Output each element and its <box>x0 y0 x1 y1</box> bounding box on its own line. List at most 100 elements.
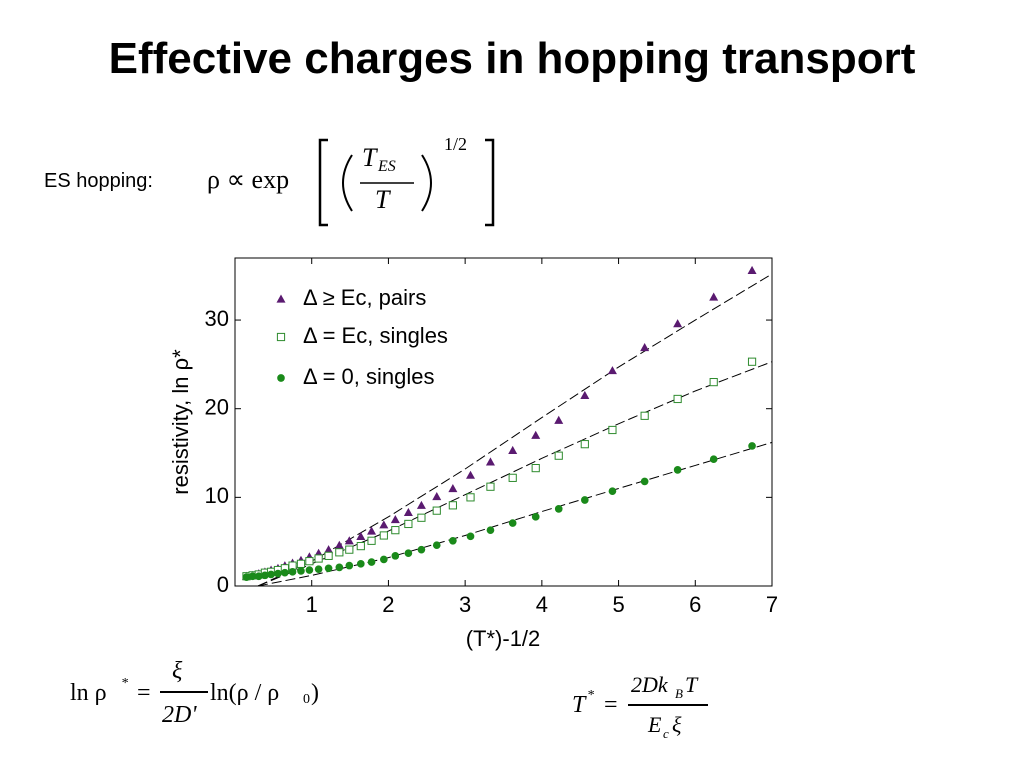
formula-text: ρ ∝ exp <box>207 165 290 194</box>
marker <box>531 430 541 439</box>
x-tick-label: 5 <box>612 592 624 617</box>
marker <box>554 415 564 424</box>
marker <box>747 265 757 275</box>
marker <box>356 560 365 568</box>
y-tick-label: 30 <box>205 306 229 331</box>
formula-sup: * <box>587 688 594 703</box>
plot-frame <box>234 257 773 587</box>
marker <box>391 552 400 560</box>
x-tick-label: 2 <box>382 592 394 617</box>
marker <box>466 532 475 541</box>
marker <box>485 457 495 466</box>
marker <box>335 563 344 572</box>
slide-title: Effective charges in hopping transport <box>108 34 916 83</box>
marker <box>580 496 589 504</box>
marker <box>324 551 333 560</box>
marker <box>314 554 323 563</box>
legend-label: Δ ≥ Ec, pairs <box>303 285 426 310</box>
formula-text: 2D' <box>162 702 197 728</box>
marker <box>608 487 617 495</box>
legend-marker <box>276 332 286 342</box>
formula-sub: B <box>675 686 683 701</box>
marker <box>248 572 257 581</box>
formula-sub: ES <box>378 158 396 175</box>
y-tick-label: 20 <box>205 395 229 420</box>
marker <box>334 540 344 549</box>
formula-text: ln ρ <box>70 680 107 706</box>
formula-brackets <box>318 138 495 227</box>
marker <box>673 466 682 474</box>
marker <box>432 491 442 501</box>
marker <box>380 555 388 564</box>
marker <box>531 513 540 521</box>
marker <box>297 567 305 575</box>
marker <box>640 411 649 420</box>
marker <box>466 493 475 502</box>
marker <box>417 513 426 522</box>
marker <box>404 519 413 529</box>
marker <box>274 569 282 578</box>
marker <box>432 506 441 515</box>
formula-text: T <box>572 692 586 718</box>
formula-text: T <box>362 143 377 172</box>
formula-sub: c <box>663 726 669 741</box>
formula-text: = <box>604 692 618 718</box>
marker <box>640 477 649 486</box>
marker <box>324 564 333 573</box>
marker <box>531 463 540 473</box>
fit-line <box>257 441 773 587</box>
marker <box>242 573 251 581</box>
marker <box>580 440 589 449</box>
marker <box>367 526 377 535</box>
marker <box>356 542 365 551</box>
marker <box>449 536 457 545</box>
marker <box>417 545 426 554</box>
marker <box>267 570 275 579</box>
formula-sup: 1/2 <box>444 134 468 154</box>
marker <box>391 526 400 535</box>
formula-sup: * <box>121 676 128 691</box>
formula-text: ln(ρ / ρ <box>210 680 280 706</box>
marker <box>296 559 306 568</box>
formula-text: 2Dk <box>631 672 668 697</box>
marker <box>673 319 683 328</box>
marker <box>416 500 426 509</box>
x-axis-label: (T*)-1/2 <box>466 626 541 651</box>
formula-text: ξ <box>672 712 682 737</box>
marker <box>508 445 518 454</box>
marker <box>709 292 719 301</box>
marker <box>448 501 457 510</box>
marker <box>607 366 617 375</box>
marker <box>673 394 682 404</box>
x-tick-label: 1 <box>306 592 318 617</box>
marker <box>709 378 718 387</box>
marker <box>390 515 400 524</box>
marker <box>261 571 269 580</box>
marker <box>748 442 756 450</box>
fit-line <box>257 273 773 587</box>
marker <box>314 565 323 573</box>
marker <box>486 482 495 491</box>
marker <box>379 520 389 529</box>
formula-text: E <box>648 712 662 737</box>
marker <box>335 548 344 557</box>
marker <box>486 526 495 534</box>
marker <box>254 572 263 581</box>
marker <box>379 531 388 540</box>
marker <box>324 545 334 554</box>
marker <box>709 455 718 464</box>
marker <box>432 541 441 550</box>
marker <box>345 545 354 554</box>
marker <box>448 483 458 493</box>
marker <box>466 470 476 479</box>
fraction-bar <box>628 704 708 706</box>
marker <box>508 519 517 527</box>
marker <box>356 531 366 540</box>
marker <box>554 451 563 460</box>
formula-sub: 0 <box>303 692 310 707</box>
marker <box>747 357 757 366</box>
x-tick-label: 6 <box>689 592 701 617</box>
legend-label: Δ = Ec, singles <box>303 323 448 348</box>
